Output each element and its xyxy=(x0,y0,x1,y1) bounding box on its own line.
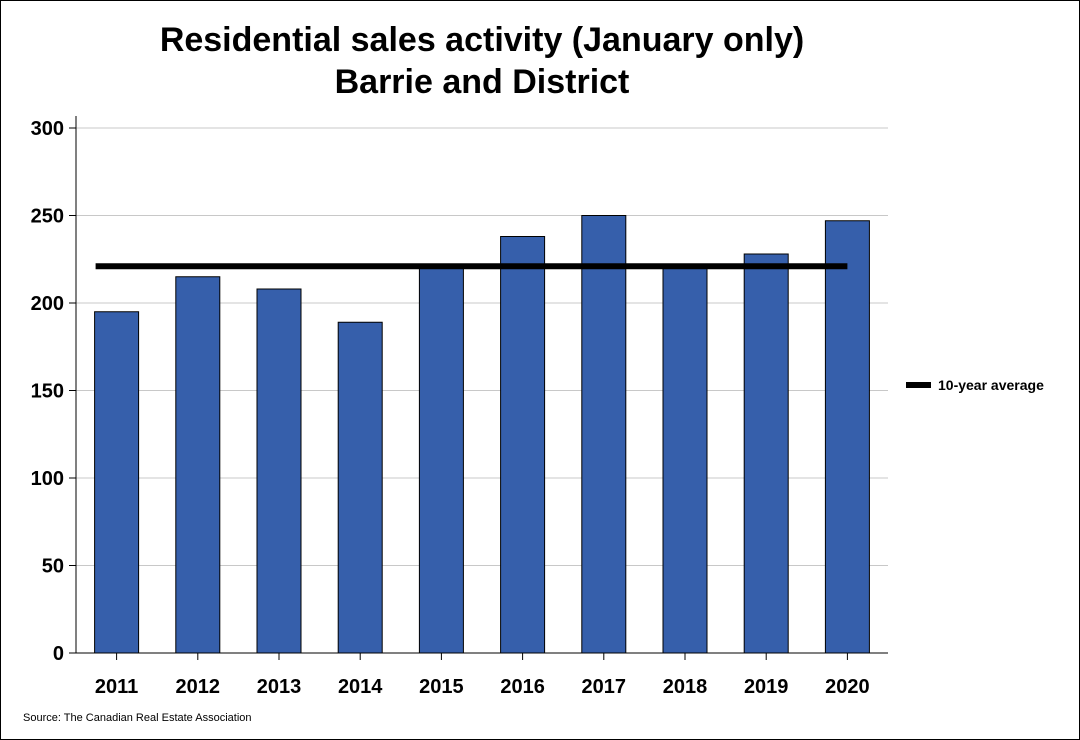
y-tick-label: 300 xyxy=(31,118,64,140)
y-tick-label: 50 xyxy=(42,556,64,578)
bar xyxy=(824,220,870,654)
bar xyxy=(337,321,383,654)
x-axis-ticks: 2011 2012 2013 2014 2015 2016 2017 2018 2019 2020 xyxy=(95,653,870,698)
legend: 10-year average xyxy=(906,377,1044,393)
bars xyxy=(94,215,870,654)
y-tick-label: 200 xyxy=(31,293,64,315)
bar xyxy=(94,311,140,654)
bar xyxy=(500,236,546,654)
bar xyxy=(581,215,627,654)
chart-title-line-2: Barrie and District xyxy=(334,63,630,101)
x-tick-label: 2013 xyxy=(257,676,302,698)
bar xyxy=(175,276,221,654)
x-tick-label: 2015 xyxy=(419,676,464,698)
bar xyxy=(256,288,302,654)
y-tick-label: 150 xyxy=(31,381,64,403)
y-axis-ticks: 0 50 100 150 200 250 300 xyxy=(31,118,76,665)
bar xyxy=(743,253,789,654)
x-tick-label: 2018 xyxy=(663,676,708,698)
x-tick-label: 2011 xyxy=(95,676,138,698)
axes xyxy=(75,116,888,654)
x-tick-label: 2016 xyxy=(500,676,545,698)
y-tick-label: 0 xyxy=(53,643,64,665)
x-tick-label: 2020 xyxy=(825,676,870,698)
chart-title-line-1: Residential sales activity (January only… xyxy=(159,21,805,59)
x-tick-label: 2012 xyxy=(176,676,221,698)
y-tick-label: 250 xyxy=(31,206,64,228)
x-tick-label: 2019 xyxy=(744,676,789,698)
bar xyxy=(662,267,708,654)
legend-label: 10-year average xyxy=(938,377,1044,393)
x-tick-label: 2017 xyxy=(582,676,627,698)
source-note: Source: The Canadian Real Estate Associa… xyxy=(23,712,252,724)
x-tick-label: 2014 xyxy=(338,676,383,698)
chart-title: Residential sales activity (January only… xyxy=(1,19,963,103)
bar xyxy=(418,267,464,654)
y-tick-label: 100 xyxy=(31,468,64,490)
